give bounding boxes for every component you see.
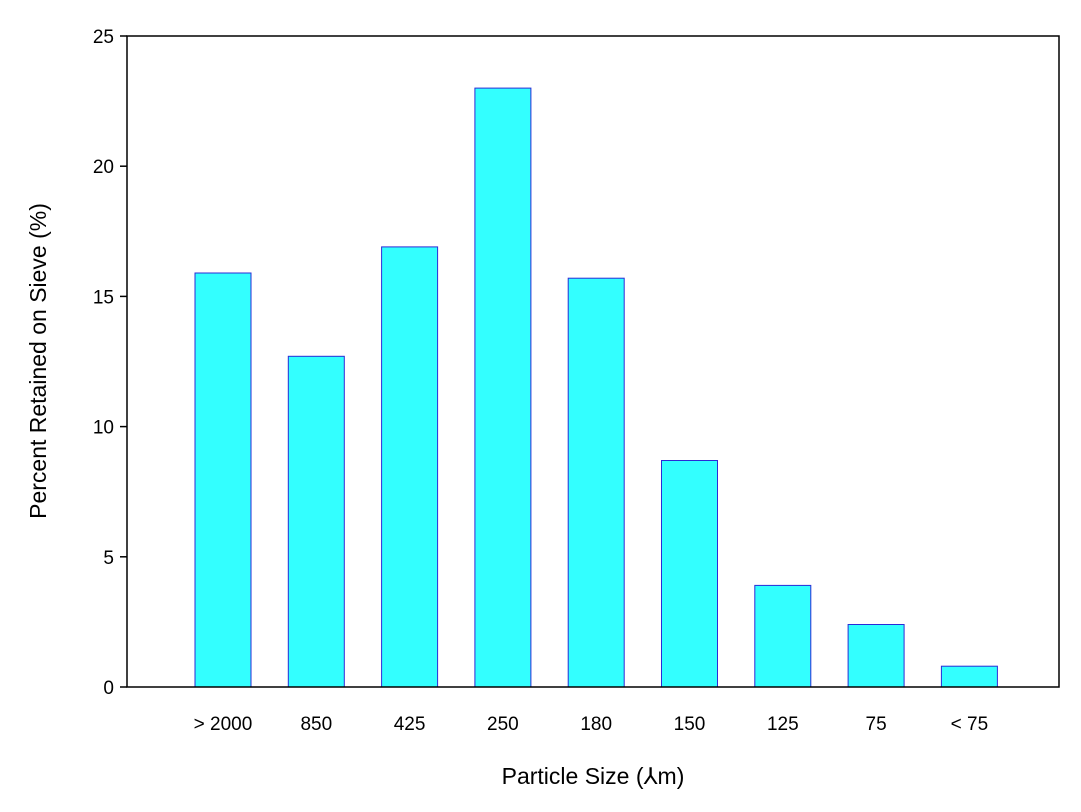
y-tick-label: 0 (103, 678, 114, 699)
y-tick-label: 20 (93, 157, 114, 178)
y-axis-label: Percent Retained on Sieve (%) (25, 203, 51, 519)
x-tick-label: 180 (580, 714, 612, 735)
bar (381, 246, 439, 688)
x-axis: > 2000 850 425 250 180 150 125 75 < 75 (194, 714, 988, 735)
bars-group (194, 87, 998, 688)
y-tick-label: 10 (93, 418, 114, 439)
y-tick-label: 25 (93, 27, 114, 48)
bar (474, 87, 532, 688)
bar (567, 277, 625, 688)
x-tick-label: < 75 (951, 714, 989, 735)
y-tick-label: 15 (93, 287, 114, 308)
x-tick-label: 150 (674, 714, 706, 735)
x-axis-label: Particle Size (⅄m) (502, 763, 685, 789)
y-tick-label: 5 (103, 548, 114, 569)
x-tick-label: 425 (394, 714, 426, 735)
x-tick-label: 250 (487, 714, 519, 735)
bar (847, 624, 905, 688)
bar (661, 460, 718, 688)
x-tick-label: > 2000 (194, 714, 253, 735)
x-tick-label: 125 (767, 714, 799, 735)
bar (194, 272, 252, 688)
bar (940, 665, 998, 688)
bar (754, 584, 812, 688)
y-axis: 0 5 10 15 20 25 (93, 27, 127, 699)
x-tick-label: 850 (300, 714, 332, 735)
bar (287, 355, 345, 688)
x-tick-label: 75 (866, 714, 887, 735)
plot-frame (126, 35, 1060, 688)
